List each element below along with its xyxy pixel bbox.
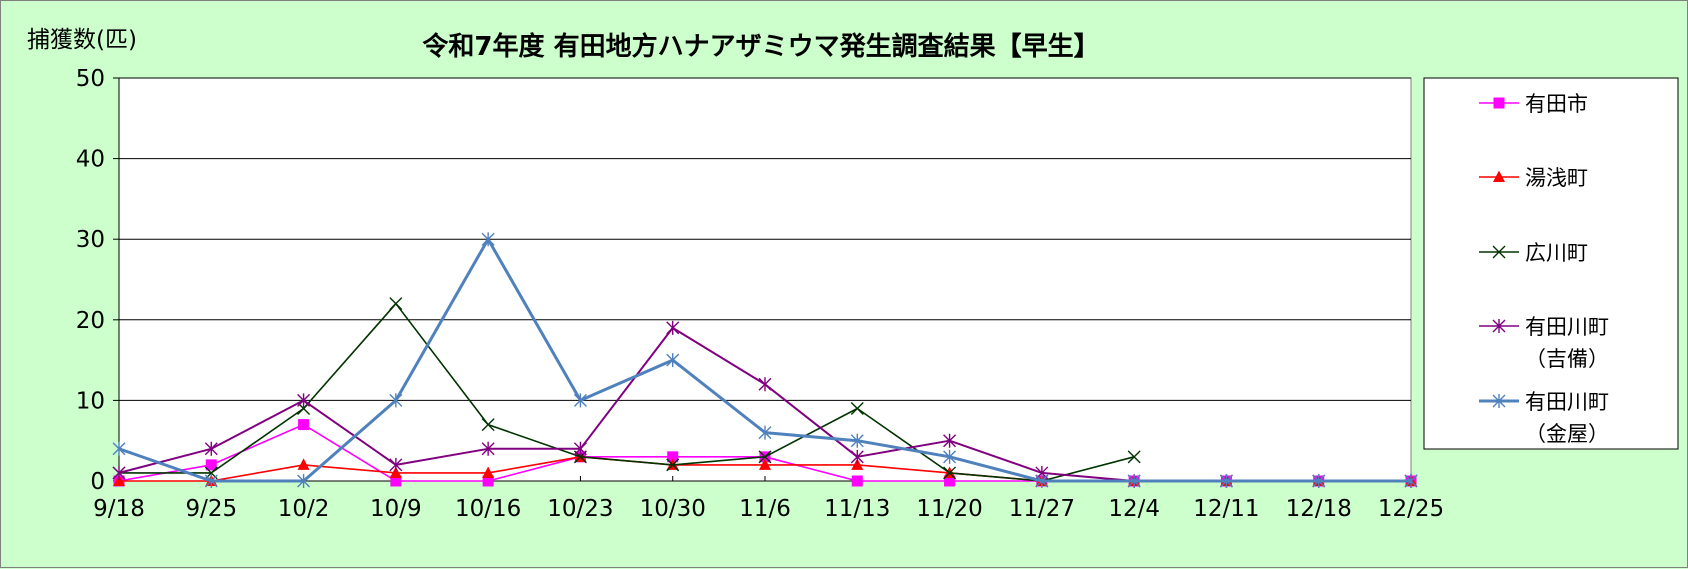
data-point bbox=[758, 425, 772, 440]
data-point bbox=[1312, 474, 1326, 488]
data-point bbox=[851, 458, 864, 470]
data-point bbox=[1404, 474, 1418, 488]
legend-box bbox=[1423, 77, 1679, 450]
x-tick-label: 9/25 bbox=[185, 496, 237, 522]
x-tick-label: 11/27 bbox=[1009, 496, 1075, 522]
data-point bbox=[112, 441, 126, 456]
data-point bbox=[113, 474, 125, 486]
data-point bbox=[1127, 474, 1141, 488]
data-point bbox=[112, 465, 126, 480]
data-point bbox=[758, 450, 772, 464]
data-point bbox=[850, 401, 864, 415]
y-tick-layer: 0 10 20 30 40 50 bbox=[76, 66, 119, 495]
data-point bbox=[204, 474, 218, 488]
x-tick-label: 11/6 bbox=[739, 496, 791, 522]
x-tick-label: 9/18 bbox=[93, 496, 145, 522]
x-tick-layer: 9/18 9/25 10/2 10/9 10/16 10/23 10/30 11/6 11/13… bbox=[93, 476, 1444, 522]
data-point bbox=[204, 441, 218, 456]
y-axis-label: 捕獲数(匹) bbox=[27, 27, 137, 53]
x-tick-label: 10/16 bbox=[455, 496, 521, 522]
data-point bbox=[666, 320, 680, 335]
legend-label: 有田川町 bbox=[1525, 315, 1609, 339]
x-tick-label: 12/25 bbox=[1378, 496, 1444, 522]
legend-label: （吉備） bbox=[1525, 347, 1609, 371]
data-point bbox=[944, 475, 956, 487]
legend-label: 有田市 bbox=[1525, 92, 1588, 116]
legend-item-5: 有田川町 （金屋） bbox=[1479, 390, 1609, 446]
data-point bbox=[851, 475, 863, 487]
data-point bbox=[758, 377, 772, 392]
data-point bbox=[666, 353, 680, 368]
legend-label: （金屋） bbox=[1525, 422, 1609, 446]
data-point bbox=[943, 466, 957, 480]
data-point bbox=[759, 458, 771, 470]
series-layer bbox=[112, 232, 1418, 488]
y-tick-label: 40 bbox=[76, 147, 105, 173]
data-point bbox=[389, 466, 402, 478]
y-tick-label: 50 bbox=[76, 66, 105, 92]
legend-item-1: 有田市 bbox=[1479, 92, 1588, 116]
data-point bbox=[205, 459, 217, 471]
data-point bbox=[1493, 170, 1505, 182]
plot-area bbox=[118, 77, 1412, 482]
data-point bbox=[481, 441, 495, 456]
data-point bbox=[297, 393, 311, 408]
data-point bbox=[943, 433, 957, 448]
data-point bbox=[666, 458, 680, 472]
x-tick-label: 12/11 bbox=[1193, 496, 1259, 522]
data-point bbox=[297, 458, 310, 470]
legend-label: 広川町 bbox=[1525, 241, 1588, 265]
legend-item-4: 有田川町 （吉備） bbox=[1479, 315, 1609, 371]
x-tick-label: 12/4 bbox=[1108, 496, 1160, 522]
data-point bbox=[850, 449, 864, 464]
y-tick-label: 30 bbox=[76, 227, 105, 253]
x-tick-label: 10/9 bbox=[370, 496, 422, 522]
data-point bbox=[389, 457, 403, 472]
data-point bbox=[481, 418, 495, 432]
data-point bbox=[298, 419, 310, 431]
data-point bbox=[389, 393, 403, 408]
y-tick-label: 10 bbox=[76, 388, 105, 414]
series-line bbox=[119, 302, 1135, 482]
data-point bbox=[1492, 245, 1506, 259]
x-tick-label: 10/2 bbox=[278, 496, 330, 522]
data-point bbox=[1127, 450, 1141, 464]
data-point bbox=[850, 433, 864, 448]
data-point bbox=[573, 393, 587, 408]
data-point bbox=[1492, 394, 1506, 408]
data-point bbox=[482, 475, 494, 487]
data-point bbox=[1035, 474, 1049, 488]
y-tick-label: 20 bbox=[76, 308, 105, 334]
x-tick-label: 10/30 bbox=[640, 496, 706, 522]
data-point bbox=[1492, 319, 1506, 333]
data-point bbox=[1493, 97, 1505, 109]
legend-label: 有田川町 bbox=[1525, 390, 1609, 414]
x-tick-label: 11/20 bbox=[916, 496, 982, 522]
data-point bbox=[667, 451, 679, 463]
legend-item-2: 湯浅町 bbox=[1479, 166, 1588, 190]
x-tick-label: 12/18 bbox=[1286, 496, 1352, 522]
data-point bbox=[1219, 474, 1233, 488]
data-point bbox=[390, 475, 402, 487]
series-5 bbox=[112, 232, 1418, 488]
legend-label: 湯浅町 bbox=[1525, 166, 1588, 190]
y-tick-label: 0 bbox=[90, 469, 105, 495]
legend-item-3: 広川町 bbox=[1479, 241, 1588, 265]
x-tick-label: 11/13 bbox=[824, 496, 890, 522]
x-tick-label: 10/23 bbox=[547, 496, 613, 522]
data-point bbox=[481, 232, 495, 247]
data-point bbox=[482, 466, 495, 478]
data-point bbox=[573, 441, 587, 456]
data-point bbox=[389, 297, 403, 311]
data-point bbox=[297, 474, 311, 488]
chart-title: 令和7年度 有田地方ハナアザミウマ発生調査結果【早生】 bbox=[422, 31, 1099, 62]
data-point bbox=[943, 449, 957, 464]
